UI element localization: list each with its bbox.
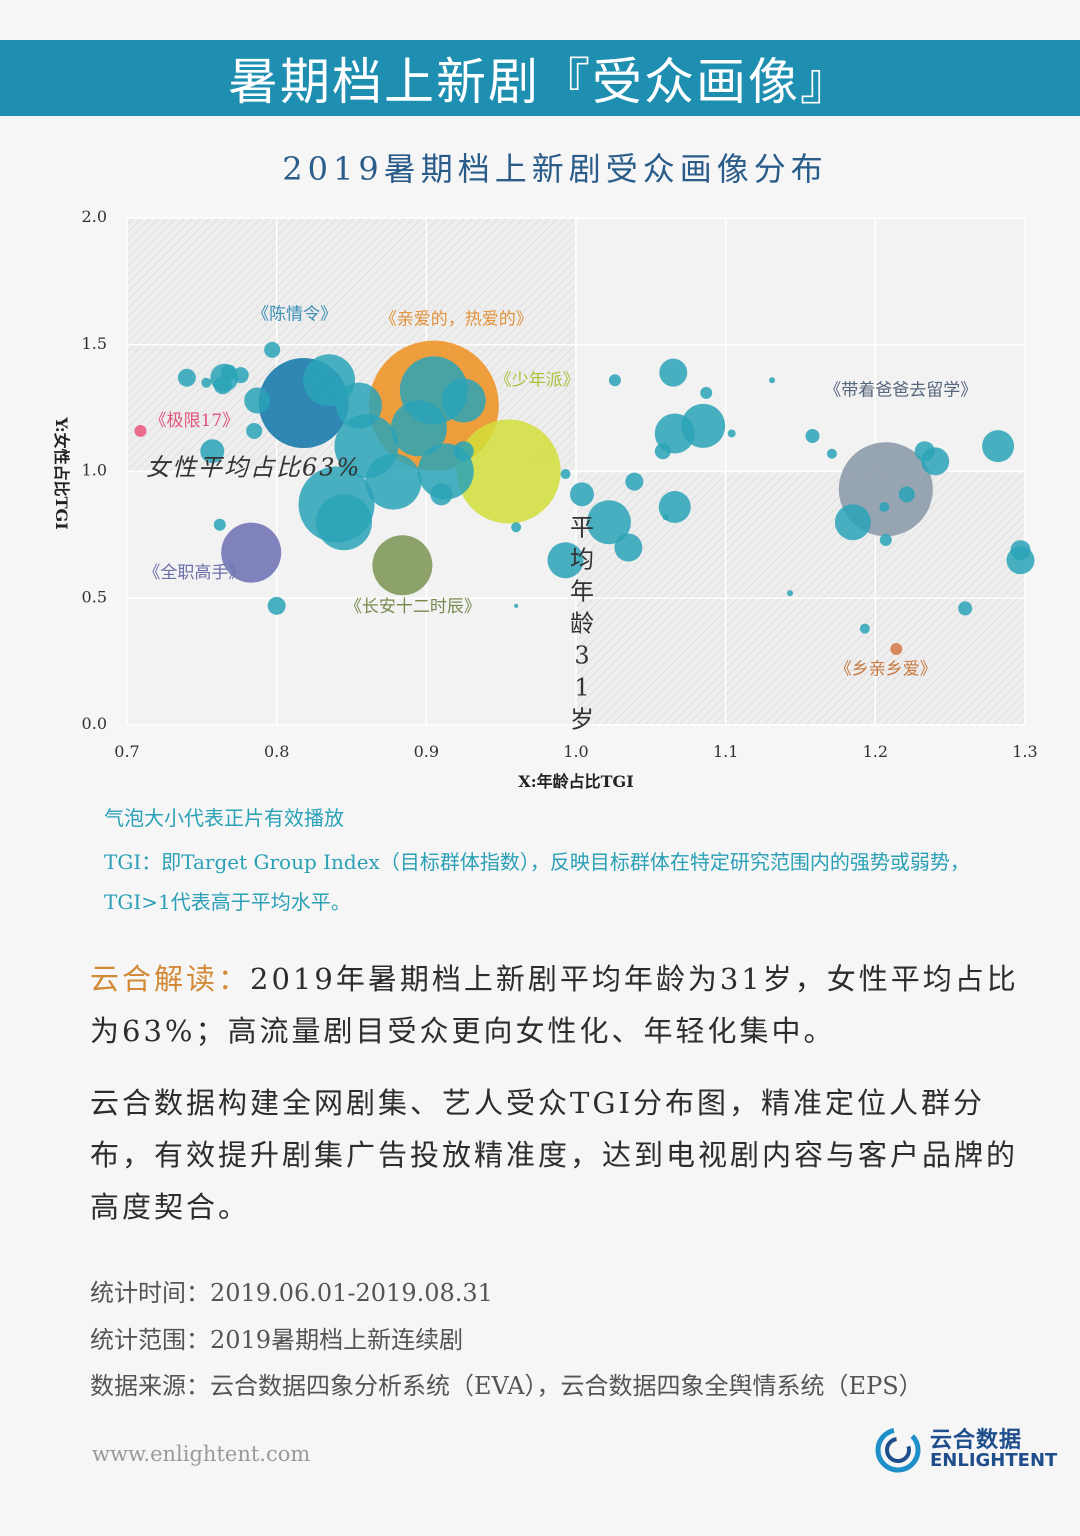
- data-bubble: [700, 386, 713, 399]
- data-bubble: [511, 522, 522, 533]
- data-bubble: [221, 522, 282, 583]
- stat-time: 统计时间：2019.06.01-2019.08.31: [90, 1279, 493, 1307]
- stat-scope: 统计范围：2019暑期档上新连续剧: [90, 1326, 464, 1354]
- data-bubble: [430, 483, 453, 506]
- data-bubble: [244, 387, 271, 414]
- x-tick-label: 0.8: [264, 742, 289, 761]
- data-bubble: [958, 601, 973, 616]
- data-bubble: [220, 364, 237, 381]
- data-bubble: [514, 603, 519, 608]
- data-bubble: [441, 378, 486, 423]
- brand-logo: 云合数据 ENLIGHTENT: [874, 1422, 1064, 1478]
- x-tick-label: 1.2: [863, 742, 888, 761]
- data-bubble: [316, 494, 373, 551]
- analysis-label: 云合解读：: [90, 962, 251, 996]
- data-bubble: [456, 419, 561, 524]
- data-bubble: [246, 422, 263, 439]
- drama-label: 《全职高手》: [143, 563, 245, 583]
- data-bubble: [890, 642, 903, 655]
- data-bubble: [201, 377, 212, 388]
- data-bubble: [614, 533, 643, 562]
- data-bubble: [982, 430, 1015, 463]
- data-bubble: [727, 429, 736, 438]
- chart-title: 2019暑期档上新剧受众画像分布: [282, 150, 828, 188]
- x-axis-label: X:年龄占比TGI: [518, 772, 633, 791]
- data-bubble: [898, 486, 915, 503]
- data-bubble: [659, 358, 688, 387]
- x-tick-label: 1.1: [713, 742, 738, 761]
- analysis-paragraph-2: 云合数据构建全网剧集、艺人受众TGI分布图，精准定位人群分布，有效提升剧集广告投…: [90, 1086, 1019, 1224]
- data-bubble: [264, 341, 281, 358]
- y-tick-label: 1.0: [82, 461, 107, 480]
- data-bubble: [560, 469, 571, 480]
- data-bubble: [834, 504, 871, 541]
- data-bubble: [335, 382, 382, 429]
- bubble-chart: 0.7 0.8 0.9 1.0 1.1 1.2 1.3 0.0 0.5 1.0 1.5 2.0 X:年龄…: [52, 207, 1038, 791]
- drama-label: 《长安十二时辰》: [345, 597, 481, 617]
- data-bubble: [232, 367, 249, 384]
- y-tick-label: 0.5: [82, 587, 107, 606]
- data-bubble: [453, 441, 474, 462]
- data-bubble: [177, 368, 196, 387]
- header-banner: 暑期档上新剧『受众画像』: [0, 40, 1080, 116]
- drama-label: 《亲爱的，热爱的》: [380, 309, 533, 329]
- data-bubble: [213, 518, 226, 531]
- data-bubble: [859, 623, 870, 634]
- header-title: 暑期档上新剧『受众画像』: [228, 53, 852, 111]
- brand-name-en: ENLIGHTENT: [930, 1450, 1058, 1471]
- analysis-paragraph-1: 云合解读：2019年暑期档上新剧平均年龄为31岁，女性平均占比为63%；高流量剧…: [90, 953, 1035, 1057]
- data-bubble: [625, 472, 644, 491]
- brand-logo-icon: [875, 1427, 921, 1473]
- tgi-note: TGI：即Target Group Index（目标群体指数），反映目标群体在特…: [104, 850, 970, 914]
- data-bubble: [134, 424, 147, 437]
- data-bubble: [390, 400, 447, 457]
- drama-label: 《带着爸爸去留学》: [824, 380, 977, 400]
- drama-label: 《少年派》: [495, 370, 580, 390]
- data-bubble: [826, 448, 837, 459]
- data-source: 数据来源：云合数据四象分析系统（EVA），云合数据四象全舆情系统（EPS）: [90, 1372, 923, 1400]
- x-tick-label: 0.9: [414, 742, 439, 761]
- data-bubble: [879, 501, 890, 512]
- analysis-text-1: 2019年暑期档上新剧平均年龄为31岁，女性平均占比为63%；高流量剧目受众更向…: [90, 962, 1019, 1048]
- y-axis-label: Y:女性占比TGI: [52, 416, 71, 529]
- data-bubble: [547, 542, 584, 579]
- data-bubble: [769, 377, 776, 384]
- data-bubble: [200, 439, 225, 464]
- x-tick-label: 0.7: [114, 742, 139, 761]
- data-bubble: [267, 596, 286, 615]
- data-bubble: [805, 429, 820, 444]
- data-bubble: [654, 443, 671, 460]
- data-bubble: [879, 533, 892, 546]
- drama-label: 《极限17》: [150, 411, 240, 431]
- x-tick-label: 1.0: [563, 742, 588, 761]
- data-bubble: [787, 590, 794, 597]
- drama-label: 《陈情令》: [252, 304, 337, 324]
- drama-label: 《乡亲乡爱》: [835, 659, 937, 679]
- data-bubble: [608, 374, 621, 387]
- data-bubble: [213, 376, 232, 395]
- data-bubble: [1010, 540, 1031, 561]
- data-bubble: [372, 535, 433, 596]
- x-tick-label: 1.3: [1012, 742, 1037, 761]
- bubble-size-note: 气泡大小代表正片有效播放: [104, 806, 344, 830]
- y-tick-label: 2.0: [82, 207, 107, 226]
- y-tick-label: 1.5: [82, 334, 107, 353]
- avg-age-label: 平均年龄 3 1 岁: [570, 514, 594, 734]
- data-bubble: [569, 482, 594, 507]
- data-bubble: [914, 441, 935, 462]
- data-bubble: [662, 514, 669, 521]
- avg-female-label: 女性平均占比63%: [146, 454, 361, 482]
- website-link[interactable]: www.enlightent.com: [92, 1442, 311, 1466]
- data-bubble: [586, 500, 631, 545]
- y-tick-label: 0.0: [82, 714, 107, 733]
- data-bubble: [365, 453, 422, 510]
- brand-name-cn: 云合数据: [930, 1428, 1023, 1453]
